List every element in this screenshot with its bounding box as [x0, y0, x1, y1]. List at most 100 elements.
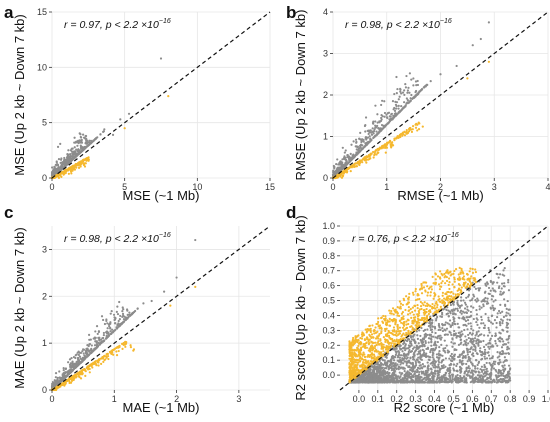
gray-point [482, 322, 485, 325]
gray-point [442, 347, 445, 350]
gray-point [468, 369, 471, 373]
gray-point [110, 310, 113, 313]
gray-point [482, 368, 486, 372]
orange-point [91, 362, 94, 366]
gray-point [364, 130, 367, 133]
gray-point [467, 342, 470, 345]
gray-point [396, 356, 400, 359]
gray-point [74, 152, 77, 155]
orange-point [402, 133, 405, 136]
gray-point [358, 137, 361, 140]
gray-point [469, 371, 472, 374]
gray-point [465, 311, 468, 314]
gray-point [107, 323, 111, 326]
gray-point [485, 302, 489, 305]
gray-point [464, 335, 467, 338]
gray-point [438, 361, 441, 364]
gray-point [465, 362, 468, 366]
gray-point [507, 278, 510, 282]
gray-point [401, 350, 404, 353]
gray-point [474, 349, 477, 352]
gray-point [87, 333, 91, 336]
x-tick-label: 1 [112, 394, 117, 404]
orange-point [78, 162, 81, 165]
gray-point [53, 172, 56, 175]
gray-point [486, 282, 489, 285]
gray-point [506, 318, 509, 321]
orange-point [93, 360, 96, 364]
gray-point [489, 342, 492, 345]
gray-point [465, 338, 468, 341]
gray-point [51, 166, 54, 169]
gray-point [466, 360, 469, 363]
gray-point [406, 91, 409, 94]
gray-point [504, 314, 508, 317]
gray-point [461, 359, 464, 362]
gray-point [484, 353, 487, 356]
panel-letter: b [286, 3, 296, 22]
gray-point [121, 312, 125, 315]
orange-point [390, 146, 393, 149]
gray-point [66, 162, 70, 165]
gray-point [455, 364, 458, 368]
gray-point [406, 101, 409, 104]
orange-point [115, 354, 119, 357]
gray-point [450, 333, 453, 336]
gray-point [118, 300, 121, 304]
gray-point [418, 90, 421, 93]
gray-point [395, 113, 398, 117]
gray-point [383, 100, 386, 103]
gray-point [114, 318, 117, 321]
orange-point [123, 127, 126, 130]
gray-point [432, 374, 435, 377]
gray-point [395, 92, 398, 95]
orange-point [83, 369, 86, 372]
gray-point [67, 361, 70, 364]
gray-point [376, 113, 379, 116]
gray-point [405, 371, 409, 374]
gray-point [499, 290, 502, 293]
gray-point [343, 151, 346, 154]
gray-point [502, 329, 505, 332]
gray-point [398, 356, 402, 359]
gray-point [444, 373, 447, 376]
orange-point [375, 153, 378, 156]
gray-point [398, 110, 401, 113]
gray-point [398, 95, 401, 98]
gray-point [489, 345, 492, 348]
gray-point [440, 380, 444, 384]
gray-point [381, 115, 384, 118]
gray-point [109, 312, 112, 315]
gray-point [442, 349, 445, 352]
gray-point [479, 347, 482, 350]
gray-point [506, 346, 509, 349]
gray-point [116, 326, 119, 329]
gray-point [458, 365, 462, 368]
gray-point [505, 307, 508, 310]
gray-point [67, 154, 70, 157]
gray-point [474, 287, 478, 290]
gray-point [412, 77, 415, 80]
y-axis-title: RMSE (Up 2 kb ~ Down 7 kb) [293, 10, 308, 181]
gray-point [476, 363, 479, 367]
gray-point [437, 363, 440, 366]
gray-point [470, 327, 473, 330]
orange-point [386, 141, 389, 144]
gray-point [470, 346, 473, 349]
gray-point [503, 303, 507, 306]
gray-point [503, 356, 506, 359]
gray-point [449, 377, 452, 381]
gray-point [107, 331, 110, 334]
gray-point [96, 332, 99, 336]
gray-point [499, 332, 502, 335]
gray-point [472, 373, 475, 376]
gray-point [506, 299, 509, 303]
gray-point [390, 355, 394, 358]
gray-point [502, 340, 505, 343]
gray-point [63, 159, 66, 162]
gray-point [503, 282, 506, 285]
gray-point [477, 299, 480, 302]
gray-point [360, 139, 363, 143]
gray-point [55, 161, 58, 164]
gray-point [344, 149, 347, 152]
